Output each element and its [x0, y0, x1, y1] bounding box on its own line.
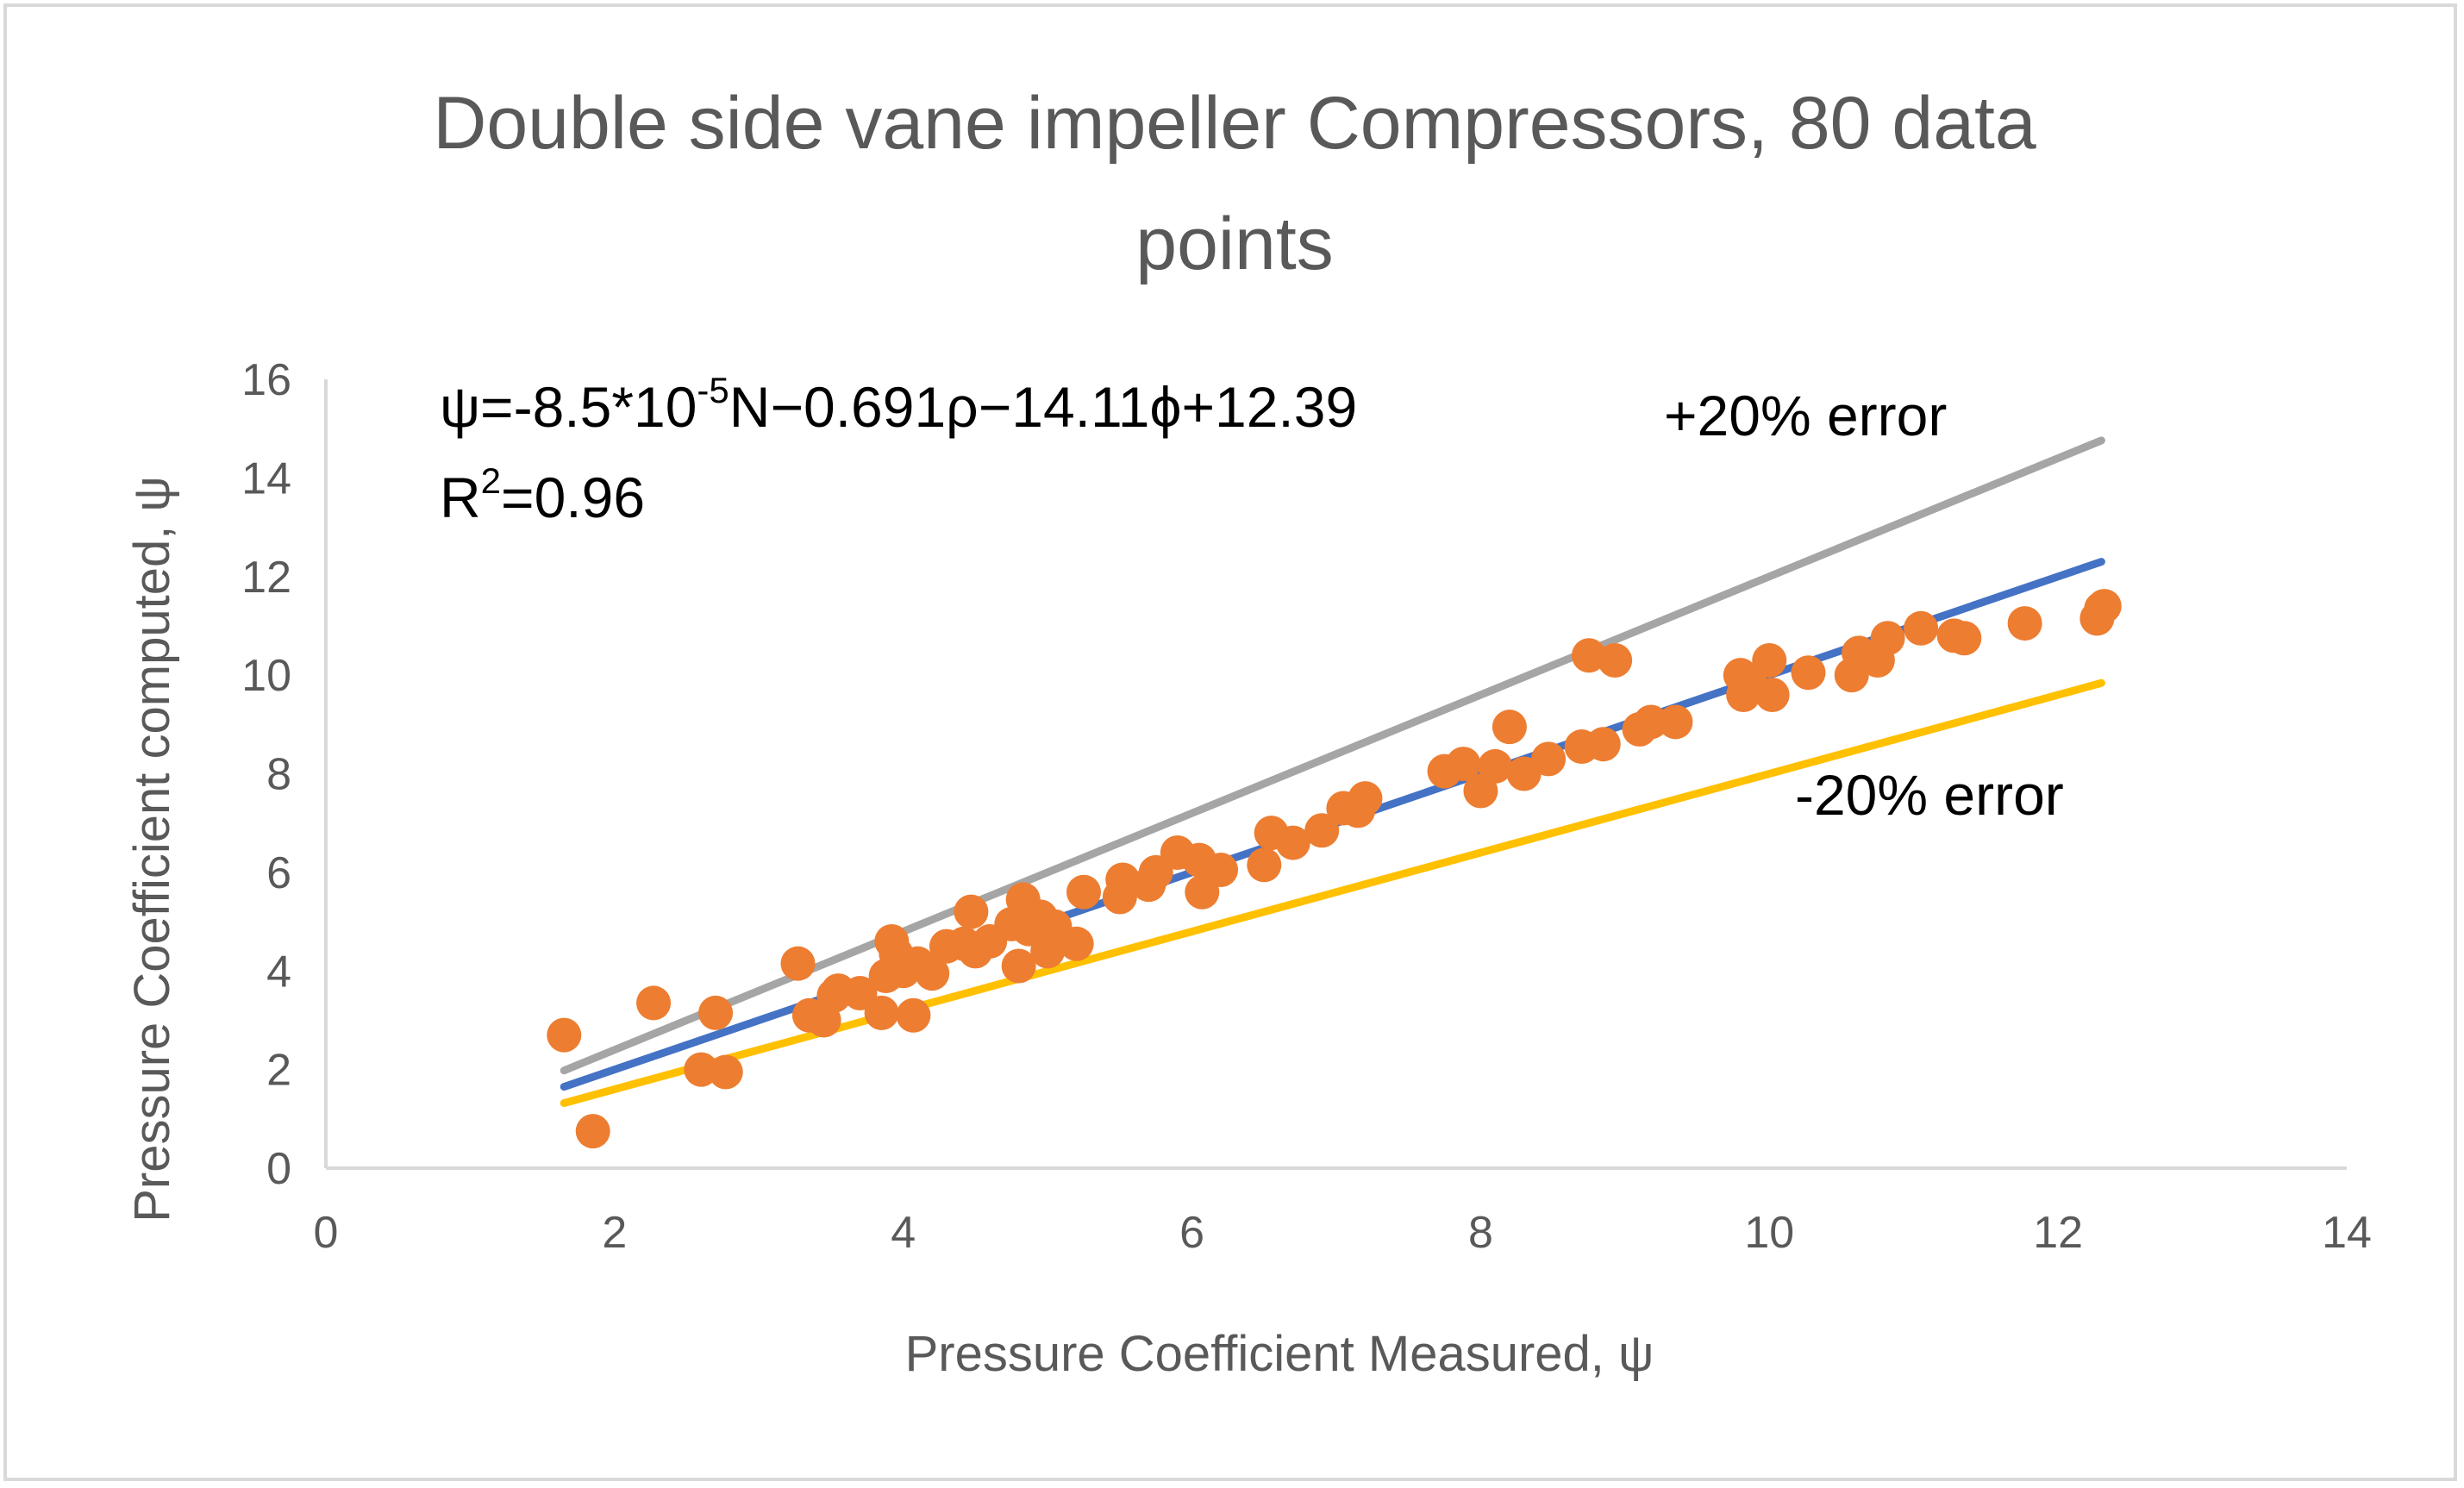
data-point [954, 894, 989, 929]
y-tick-labels: 0 2 4 6 8 10 12 14 16 [241, 355, 291, 1194]
data-point [1585, 727, 1621, 762]
data-point [575, 1114, 610, 1149]
data-point [915, 956, 950, 991]
data-point [708, 1054, 743, 1090]
data-point [1247, 847, 1282, 883]
r-squared: R2=0.96 [440, 460, 645, 529]
data-point [1870, 621, 1905, 656]
r2-exponent: 2 [481, 460, 501, 501]
plus-20-error-label: +20% error [1664, 384, 1947, 447]
data-point [2007, 606, 2042, 641]
x-tick-labels: 0 2 4 6 8 10 12 14 [314, 1208, 2372, 1258]
x-tick-label: 6 [1179, 1208, 1204, 1258]
chart-title-line2: points [1135, 203, 1334, 285]
x-tick-label: 10 [1744, 1208, 1794, 1258]
data-point [1304, 813, 1340, 848]
minus-20-error-label: -20% error [1795, 763, 2064, 827]
data-point [1001, 948, 1036, 984]
data-point [1633, 704, 1668, 740]
x-axis-label: Pressure Coefficient Measured, ψ [905, 1326, 1654, 1382]
x-tick-label: 0 [314, 1208, 339, 1258]
data-point [1658, 704, 1693, 740]
data-point [1446, 747, 1481, 782]
data-point [864, 995, 899, 1030]
data-point [1204, 853, 1239, 888]
data-point [547, 1017, 582, 1053]
equation-exponent: -5 [697, 370, 729, 410]
data-point [1572, 638, 1606, 673]
y-tick-label: 14 [241, 453, 291, 503]
r2-suffix: =0.96 [501, 466, 645, 529]
x-tick-label: 12 [2033, 1208, 2083, 1258]
data-point [1478, 748, 1513, 784]
data-point [896, 997, 931, 1033]
data-point [1531, 741, 1567, 777]
data-point [1791, 655, 1826, 691]
equation-suffix: N−0.691ρ−14.11ϕ+12.39 [729, 375, 1357, 439]
data-point [1752, 642, 1787, 678]
data-point [1066, 874, 1101, 910]
data-point [1275, 825, 1310, 860]
r2-prefix: R [440, 466, 481, 529]
data-point [1947, 621, 1982, 656]
data-point [1492, 710, 1527, 745]
data-point [1904, 610, 1939, 646]
data-point [1598, 642, 1633, 678]
x-tick-label: 14 [2322, 1208, 2372, 1258]
y-tick-label: 4 [266, 947, 291, 997]
chart-title-line1: Double side vane impeller Compressors, 8… [433, 82, 2036, 165]
y-axis-label: Pressure Coefficient computed, ψ [124, 476, 180, 1222]
regression-equation: ψ=-8.5*10-5N−0.691ρ−14.11ϕ+12.39 [440, 370, 1357, 439]
data-point [2086, 589, 2122, 624]
x-tick-label: 4 [891, 1208, 916, 1258]
y-tick-label: 6 [266, 848, 291, 898]
data-points [547, 589, 2122, 1149]
data-point [1105, 862, 1141, 897]
y-tick-label: 16 [241, 355, 291, 405]
line-20-error [560, 678, 2105, 1108]
x-tick-label: 8 [1468, 1208, 1493, 1258]
x-tick-label: 2 [602, 1208, 627, 1258]
chart-frame [3, 3, 2457, 1481]
data-point [698, 995, 734, 1030]
y-tick-label: 10 [241, 651, 291, 701]
y-tick-label: 12 [241, 553, 291, 603]
data-point [1348, 781, 1383, 816]
data-point [636, 985, 672, 1021]
line-20-error [560, 436, 2105, 1075]
y-tick-label: 8 [266, 750, 291, 800]
y-tick-label: 0 [266, 1144, 291, 1194]
equation-prefix: ψ=-8.5*10 [440, 375, 697, 439]
data-point [1754, 678, 1790, 712]
y-tick-label: 2 [266, 1046, 291, 1096]
data-point [780, 946, 816, 981]
data-point [1059, 926, 1094, 961]
